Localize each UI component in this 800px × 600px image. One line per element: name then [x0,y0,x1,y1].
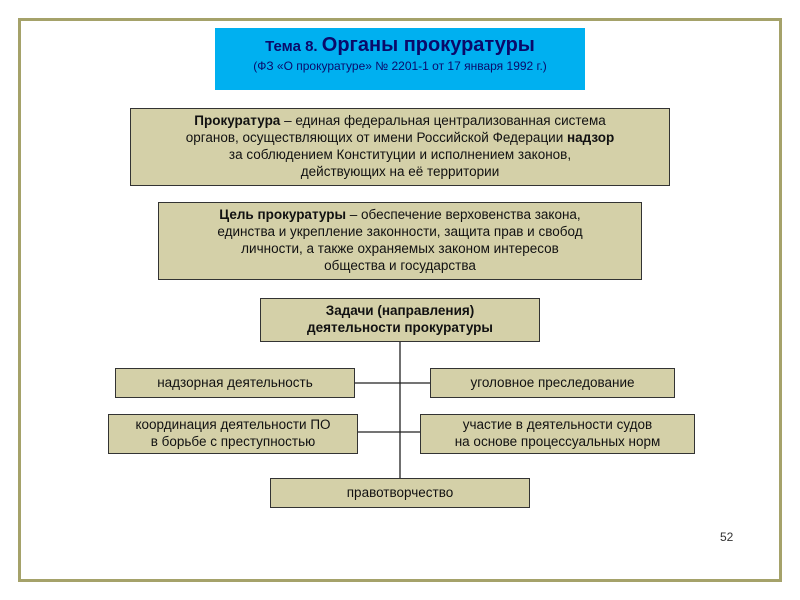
title-prefix: Тема 8. [265,38,317,55]
page-number: 52 [720,530,733,544]
definition-l2a: органов, осуществляющих от имени Российс… [186,130,567,145]
task-supervision-label: надзорная деятельность [157,375,313,392]
definition-l4: действующих на её территории [301,164,499,181]
purpose-l1: Цель прокуратуры – обеспечение верховенс… [219,207,580,224]
definition-rest1: – единая федеральная централизованная си… [280,113,605,128]
definition-l2b: надзор [567,130,614,145]
purpose-box: Цель прокуратуры – обеспечение верховенс… [158,202,642,280]
purpose-l2: единства и укрепление законности, защита… [217,224,582,241]
task-courts-l1: участие в деятельности судов [463,417,652,434]
definition-box: Прокуратура – единая федеральная централ… [130,108,670,186]
task-courts-box: участие в деятельности судов на основе п… [420,414,695,454]
task-prosecution-box: уголовное преследование [430,368,675,398]
purpose-bold: Цель прокуратуры [219,207,346,222]
title-main: Органы прокуратуры [322,34,535,56]
tasks-header-l1: Задачи (направления) [326,303,475,320]
definition-l1: Прокуратура – единая федеральная централ… [194,113,605,130]
purpose-l4: общества и государства [324,258,476,275]
tasks-header-l2: деятельности прокуратуры [307,320,493,337]
task-coordination-l1: координация деятельности ПО [135,417,330,434]
task-lawmaking-box: правотворчество [270,478,530,508]
task-prosecution-label: уголовное преследование [470,375,634,392]
task-lawmaking-label: правотворчество [347,485,453,502]
definition-l2: органов, осуществляющих от имени Российс… [186,130,615,147]
definition-bold: Прокуратура [194,113,280,128]
title-subtitle: (ФЗ «О прокуратуре» № 2201-1 от 17 январ… [215,59,585,73]
task-supervision-box: надзорная деятельность [115,368,355,398]
tasks-header-box: Задачи (направления) деятельности прокур… [260,298,540,342]
definition-l3: за соблюдением Конституции и исполнением… [229,147,571,164]
purpose-rest: – обеспечение верховенства закона, [346,207,581,222]
title-line-1: Тема 8. Органы прокуратуры [215,34,585,57]
task-coordination-box: координация деятельности ПО в борьбе с п… [108,414,358,454]
title-banner: Тема 8. Органы прокуратуры (ФЗ «О прокур… [215,28,585,90]
task-courts-l2: на основе процессуальных норм [455,434,661,451]
task-coordination-l2: в борьбе с преступностью [151,434,316,451]
purpose-l3: личности, а также охраняемых законом инт… [241,241,559,258]
